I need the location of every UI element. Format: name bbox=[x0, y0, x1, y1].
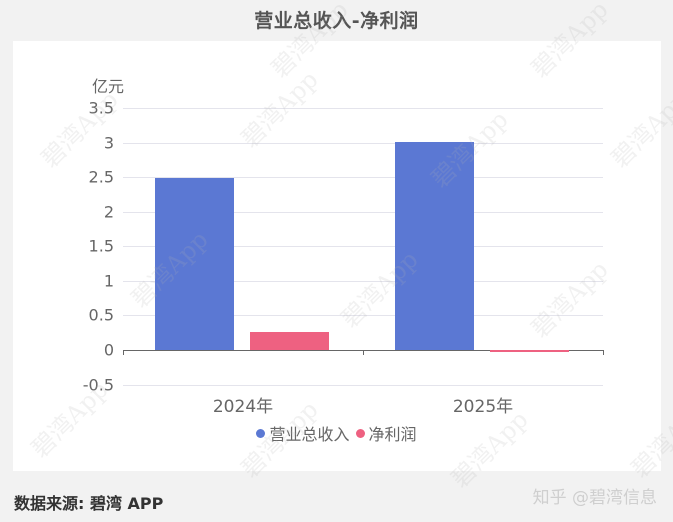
y-tick-label: 1.5 bbox=[88, 236, 114, 256]
legend-dot-revenue bbox=[256, 428, 266, 438]
x-axis-tick bbox=[603, 350, 604, 355]
y-tick-label: 0 bbox=[103, 340, 114, 360]
gridline bbox=[123, 212, 603, 213]
y-tick-label: 3 bbox=[103, 133, 114, 153]
gridline bbox=[123, 108, 603, 109]
y-tick-label: 3.5 bbox=[88, 98, 114, 118]
data-source: 数据来源: 碧湾 APP bbox=[14, 494, 164, 513]
legend-dot-net-profit bbox=[355, 428, 365, 438]
bar-revenue-2025年[interactable] bbox=[395, 141, 474, 350]
legend-label-revenue: 营业总收入 bbox=[269, 425, 350, 444]
gridline bbox=[123, 385, 603, 386]
gridline bbox=[123, 143, 603, 144]
x-tick-label: 2025年 bbox=[452, 397, 514, 417]
gridline bbox=[123, 177, 603, 178]
x-axis-tick bbox=[123, 350, 124, 355]
legend: 营业总收入 净利润 bbox=[0, 421, 673, 445]
chart-panel bbox=[13, 41, 661, 471]
legend-item-net-profit[interactable]: 净利润 bbox=[355, 421, 417, 445]
x-axis-tick bbox=[363, 350, 364, 355]
bar-net-profit-2025年[interactable] bbox=[490, 350, 569, 352]
y-tick-label: 2 bbox=[103, 202, 114, 222]
x-tick-label: 2024年 bbox=[212, 397, 274, 417]
y-tick-label: -0.5 bbox=[82, 375, 114, 395]
gridline bbox=[123, 246, 603, 247]
gridline bbox=[123, 315, 603, 316]
y-tick-label: 1 bbox=[103, 271, 114, 291]
y-tick-label: 2.5 bbox=[88, 167, 114, 187]
legend-item-revenue[interactable]: 营业总收入 bbox=[256, 421, 350, 445]
y-tick-label: 0.5 bbox=[88, 305, 114, 325]
credit-watermark: 知乎 @碧湾信息 bbox=[532, 488, 657, 508]
gridline bbox=[123, 281, 603, 282]
chart-title: 营业总收入-净利润 bbox=[254, 10, 419, 32]
bar-revenue-2024年[interactable] bbox=[155, 177, 234, 350]
legend-label-net-profit: 净利润 bbox=[368, 425, 417, 444]
bar-net-profit-2024年[interactable] bbox=[250, 332, 329, 350]
y-axis-unit: 亿元 bbox=[92, 77, 125, 96]
